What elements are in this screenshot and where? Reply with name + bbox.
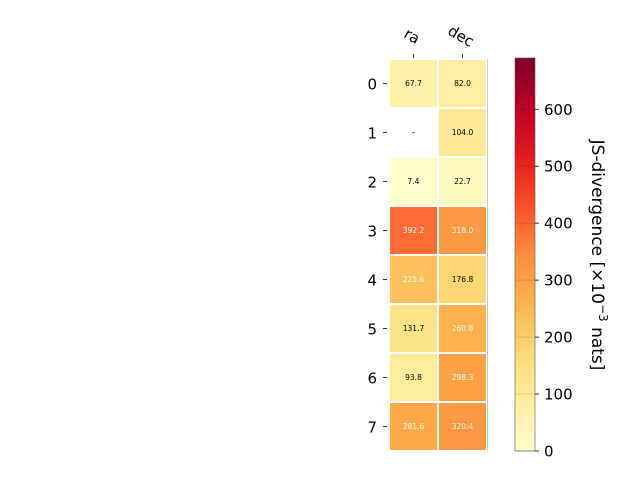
row-label-7: 7 — [367, 419, 377, 437]
colorbar-label: JS-divergence [×10−3 nats] — [587, 139, 610, 371]
row-label-0: 0 — [367, 76, 377, 94]
heatmap-cell-3-ra — [390, 207, 437, 254]
cell-value-label: 260.8 — [452, 324, 474, 333]
cell-value-label: 298.3 — [452, 373, 474, 382]
cell-value-label: 93.8 — [405, 373, 422, 382]
colorbar: 0 100 200 300 400 500 600 JS-divergence [×10−3 … — [514, 57, 610, 461]
cell-value-label: 176.8 — [452, 275, 474, 284]
colorbar-tick-label: 400 — [544, 215, 573, 233]
row-label-2: 2 — [367, 174, 377, 192]
row-label-6: 6 — [367, 370, 377, 388]
column-labels: ra dec — [401, 22, 477, 58]
heatmap-cell-0-dec — [439, 60, 486, 107]
heatmap-cell-0-ra — [390, 60, 437, 107]
heatmap-cell-3-dec — [439, 207, 486, 254]
row-label-3: 3 — [367, 223, 377, 241]
cell-value-label: – — [412, 128, 416, 137]
row-label-5: 5 — [367, 321, 377, 339]
heatmap-cell-4-ra — [390, 256, 437, 303]
cell-value-label: 67.7 — [405, 79, 422, 88]
heatmap-cell-7-ra — [390, 403, 437, 450]
cell-value-label: 131.7 — [403, 324, 425, 333]
column-label-dec: dec — [445, 22, 477, 51]
cell-value-label: 392.2 — [403, 226, 425, 235]
cell-value-label: 318.0 — [452, 226, 474, 235]
cell-value-label: 22.7 — [454, 177, 471, 186]
colorbar-tick-label: 200 — [544, 329, 573, 347]
colorbar-tick-label: 500 — [544, 158, 573, 176]
colorbar-tick-label: 300 — [544, 272, 573, 290]
heatmap-cell-2-dec — [439, 158, 486, 205]
colorbar-tick-label: 100 — [544, 386, 573, 404]
row-label-1: 1 — [367, 125, 377, 143]
colorbar-tick-label: 600 — [544, 101, 573, 119]
colorbar-gradient — [514, 57, 536, 452]
cell-value-label: 104.0 — [452, 128, 474, 137]
cell-value-label: 82.0 — [454, 79, 471, 88]
heatmap-cells: 67.7 82.0 – 104.0 7.4 22.7 392.2 318.0 225.6 176.… — [390, 59, 488, 451]
heatmap-cell-1-dec — [439, 109, 486, 156]
colorbar-tick-label: 0 — [544, 443, 554, 461]
column-label-ra: ra — [401, 24, 423, 47]
heatmap-cell-4-dec — [439, 256, 486, 303]
heatmap-cell-5-ra — [390, 305, 437, 352]
heatmap-cell-5-dec — [439, 305, 486, 352]
cell-value-label: 225.6 — [403, 275, 425, 284]
row-labels: 0 1 2 3 4 5 6 7 — [367, 76, 387, 437]
cell-value-label: 320.4 — [452, 422, 474, 431]
heatmap-cell-6-ra — [390, 354, 437, 401]
cell-value-label: 7.4 — [408, 177, 420, 186]
heatmap-cell-1-ra — [390, 109, 437, 156]
heatmap-cell-6-dec — [439, 354, 486, 401]
heatmap-cell-7-dec — [439, 403, 486, 450]
heatmap-cell-2-ra — [390, 158, 437, 205]
row-label-4: 4 — [367, 272, 377, 290]
cell-value-label: 281.6 — [403, 422, 425, 431]
